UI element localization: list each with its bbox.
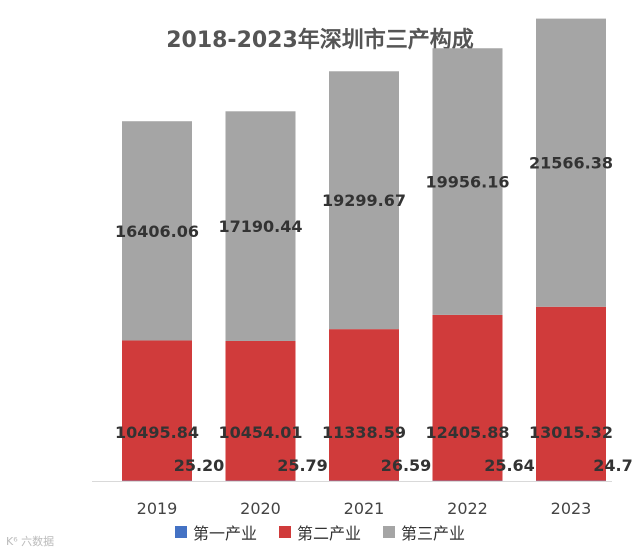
bar-2019-series-2 [122,121,192,341]
bar-2020-series-1 [225,340,296,481]
data-label-2022-tertiary: 19956.16 [425,173,509,192]
bar-2022-series-2 [432,48,503,315]
data-label-2022-secondary: 12405.88 [425,423,509,442]
legend-label-primary: 第一产业 [192,524,257,543]
data-label-2023-tertiary: 21566.38 [529,154,613,173]
data-label-2019-tertiary: 16406.06 [115,222,199,241]
legend-swatch-primary [174,526,187,538]
legend-label-secondary: 第二产业 [296,524,361,543]
x-tick-label-2021: 2021 [344,499,385,518]
data-label-2019-secondary: 10495.84 [115,423,199,442]
x-tick-label-2019: 2019 [137,499,178,518]
watermark-logo: K⁶ 六数据 [6,535,55,548]
x-tick-label-2020: 2020 [240,499,281,518]
data-label-2021-tertiary: 19299.67 [322,191,406,210]
legend-swatch-secondary [278,526,291,538]
chart-title: 2018-2023年深圳市三产构成 [166,28,474,53]
data-label-2020-secondary: 10454.01 [218,423,302,442]
bar-2019-series-1 [122,340,192,481]
bar-2023-series-2 [536,18,606,307]
legend-item-primary: 第一产业 [174,520,257,544]
bar-2020-series-2 [225,111,296,341]
bar-2023-series-1 [536,306,606,481]
legend-item-tertiary: 第三产业 [383,520,465,544]
data-label-2022-primary: 25.64 [484,456,535,475]
data-label-2019-primary: 25.20 [174,456,225,475]
data-label-2023-secondary: 13015.32 [529,423,613,442]
legend-swatch-tertiary [383,526,395,538]
x-tick-label-2022: 2022 [447,499,488,518]
bar-2021-series-2 [329,71,399,330]
bar-2021-series-1 [329,329,399,481]
data-label-2020-tertiary: 17190.44 [218,217,302,236]
data-label-2020-primary: 25.79 [277,456,328,475]
legend: 第一产业 第二产业 第三产业 [0,520,640,544]
data-label-2023-primary: 24.7 [593,456,632,475]
x-tick-label-2023: 2023 [551,499,592,518]
bar-2022-series-1 [432,314,503,481]
legend-item-secondary: 第二产业 [278,520,361,544]
legend-label-tertiary: 第三产业 [401,524,466,543]
data-label-2021-primary: 26.59 [381,456,432,475]
data-label-2021-secondary: 11338.59 [322,423,406,442]
